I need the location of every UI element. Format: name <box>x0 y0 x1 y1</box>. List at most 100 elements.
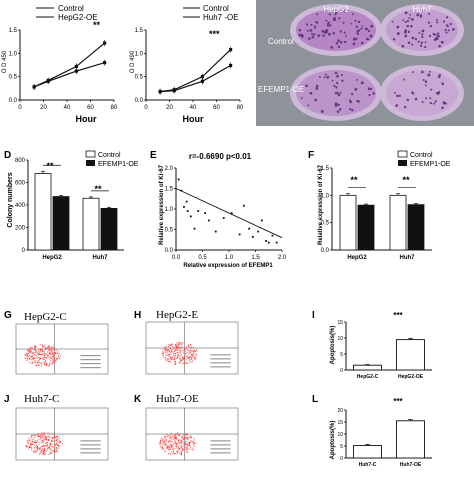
flow-event <box>32 443 34 445</box>
flow-event <box>43 451 45 453</box>
colony-dot <box>370 87 373 90</box>
flow-event <box>165 347 167 349</box>
flow-event <box>172 445 174 447</box>
flow-event <box>50 452 52 454</box>
panel-j-flow: J Huh7-C <box>4 393 109 461</box>
flow-event <box>164 348 166 350</box>
flow-event <box>26 355 28 357</box>
flow-event <box>183 357 185 359</box>
legend-control-label: Control <box>410 152 433 159</box>
flow-event <box>51 440 53 442</box>
flow-event <box>162 349 164 351</box>
flow-event <box>167 446 169 448</box>
flow-event <box>43 355 45 357</box>
colony-dot <box>337 39 340 43</box>
bar-control <box>34 173 52 251</box>
flow-event <box>193 349 195 351</box>
flow-event <box>180 348 182 350</box>
flow-event <box>175 343 177 345</box>
y-tick-label: 20 <box>337 408 343 414</box>
flow-event <box>190 440 192 442</box>
colony-dot <box>445 31 448 34</box>
flow-event <box>49 445 51 447</box>
flow-event <box>175 433 177 435</box>
colony-dot <box>427 73 431 77</box>
flow-event <box>176 346 178 348</box>
flow-event <box>29 349 31 351</box>
flow-event <box>181 359 183 361</box>
colony-dot <box>318 76 321 78</box>
colony-dot <box>314 98 318 102</box>
scatter-point <box>275 241 278 244</box>
flow-event <box>32 358 34 360</box>
flow-event <box>182 350 184 352</box>
colony-dot <box>440 40 444 44</box>
flow-event <box>182 448 184 450</box>
flow-event <box>184 356 186 358</box>
flow-event <box>167 452 169 454</box>
colony-dot <box>404 11 408 15</box>
flow-event <box>179 439 181 441</box>
flow-event <box>176 451 178 453</box>
flow-event <box>175 445 177 447</box>
panel-d-chart: D Colony numbers Control EFEMP1-OE ** **… <box>4 150 139 261</box>
flow-event <box>43 452 45 454</box>
flow-event <box>28 356 30 358</box>
colony-dot <box>315 84 319 88</box>
flow-event <box>38 360 40 362</box>
flow-event <box>183 449 185 451</box>
x-tick-label: 60 <box>213 105 220 111</box>
flow-event <box>30 356 32 358</box>
flow-event <box>173 441 175 443</box>
panel-letter: L <box>312 394 318 405</box>
flow-event <box>52 446 54 448</box>
flow-event <box>167 435 169 437</box>
flow-event <box>183 439 185 441</box>
flow-event <box>40 354 42 356</box>
x-tick-label: 40 <box>190 105 197 111</box>
flow-event <box>164 348 166 350</box>
flow-event <box>187 437 189 439</box>
flow-event <box>168 360 170 362</box>
flow-event <box>164 437 166 439</box>
flow-event <box>44 358 46 360</box>
flow-event <box>48 352 50 354</box>
flow-event <box>186 438 188 440</box>
colony-dot <box>307 104 310 107</box>
flow-event <box>49 453 51 455</box>
flow-event <box>166 359 168 361</box>
flow-event <box>177 439 179 441</box>
flow-event <box>32 434 34 436</box>
flow-event <box>169 453 171 455</box>
flow-event <box>59 357 61 359</box>
flow-event <box>30 443 32 445</box>
flow-event <box>34 345 36 347</box>
flow-event <box>173 354 175 356</box>
colony-dot <box>404 34 408 38</box>
colony-dot <box>355 79 358 81</box>
flow-event <box>178 434 180 436</box>
flow-event <box>177 345 179 347</box>
flow-event <box>43 345 45 347</box>
flow-event <box>172 444 174 446</box>
flow-event <box>188 344 190 346</box>
flow-event <box>178 441 180 443</box>
flow-event <box>32 357 34 359</box>
colony-dot <box>343 40 347 44</box>
flow-event <box>185 447 187 449</box>
flow-event <box>36 448 38 450</box>
flow-event <box>171 451 173 453</box>
colony-dot <box>396 32 400 36</box>
flow-event <box>194 358 196 360</box>
flow-event <box>177 441 179 443</box>
flow-event <box>162 353 164 355</box>
flow-event <box>184 349 186 351</box>
colony-dot <box>408 17 411 20</box>
flow-event <box>179 362 181 364</box>
flow-event <box>48 349 50 351</box>
flow-event <box>165 444 167 446</box>
panel-g-flow: G HepG2-C <box>4 310 109 375</box>
flow-event <box>52 352 54 354</box>
flow-event <box>39 446 41 448</box>
flow-event <box>55 436 57 438</box>
